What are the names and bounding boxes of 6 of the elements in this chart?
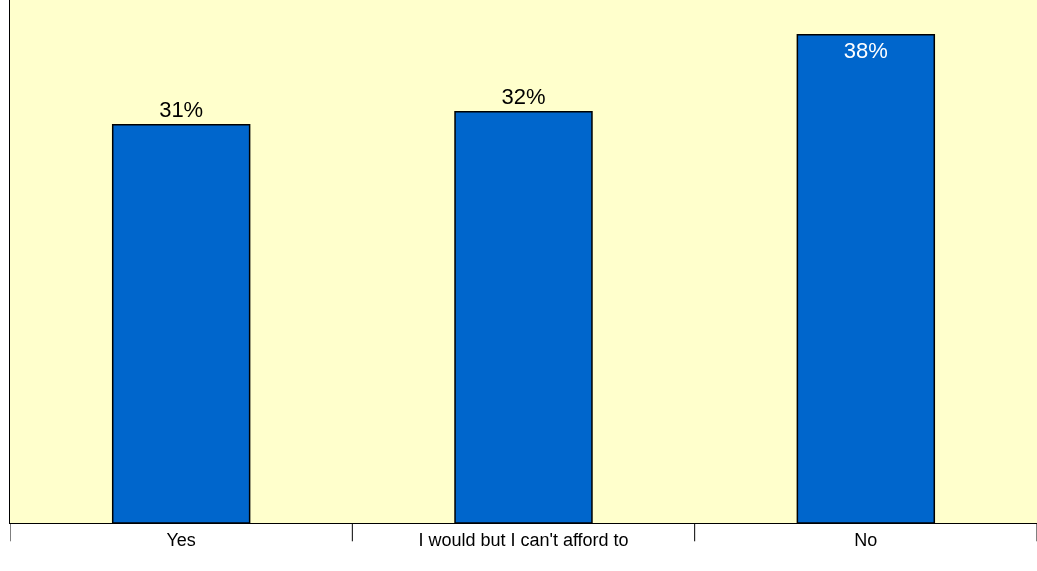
x-tick-label: No bbox=[854, 529, 878, 550]
data-label: 38% bbox=[843, 37, 888, 63]
data-label: 32% bbox=[501, 83, 546, 109]
data-label: 31% bbox=[159, 96, 204, 122]
x-tick-label: Yes bbox=[166, 529, 196, 550]
x-tick-label: I would but I can't afford to bbox=[418, 529, 629, 550]
